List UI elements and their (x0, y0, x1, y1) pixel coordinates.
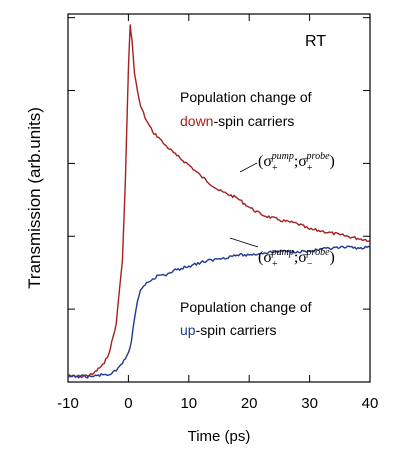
series-line-up-spin (67, 245, 371, 379)
x-axis-label: Time (ps) (188, 428, 251, 445)
up-spin-annotation-line2: up-spin carriers (180, 322, 276, 338)
series-line-down-spin (68, 24, 371, 379)
leader-line-up (229, 237, 259, 248)
x-tick-label: 0 (124, 395, 132, 412)
y-axis-label: Transmission (arb.units) (25, 107, 44, 289)
notation-cross-polarized: (σ+pump;σ−probe) (258, 247, 335, 270)
x-tick-labels: -10 0 10 20 30 40 (57, 395, 378, 412)
x-tick-label: 30 (301, 395, 318, 412)
up-spin-annotation-line1: Population change of (180, 299, 312, 315)
temperature-label: RT (305, 33, 326, 50)
down-spin-annotation-line1: Population change of (180, 89, 312, 105)
plot-frame (67, 13, 371, 383)
notation-co-polarized: (σ+pump;σ+probe) (258, 151, 335, 174)
axis-ticks (67, 14, 371, 382)
up-word: up (180, 322, 196, 338)
x-tick-label: 10 (180, 395, 197, 412)
down-word: down (180, 113, 213, 129)
down-spin-annotation-line2: down-spin carriers (180, 113, 294, 129)
series-layer (67, 24, 371, 379)
x-tick-label: -10 (57, 395, 79, 412)
up-rest: -spin carriers (196, 322, 277, 338)
leader-line-down (239, 162, 258, 173)
x-tick-label: 20 (241, 395, 258, 412)
x-tick-label: 40 (362, 395, 379, 412)
down-rest: -spin carriers (213, 113, 294, 129)
